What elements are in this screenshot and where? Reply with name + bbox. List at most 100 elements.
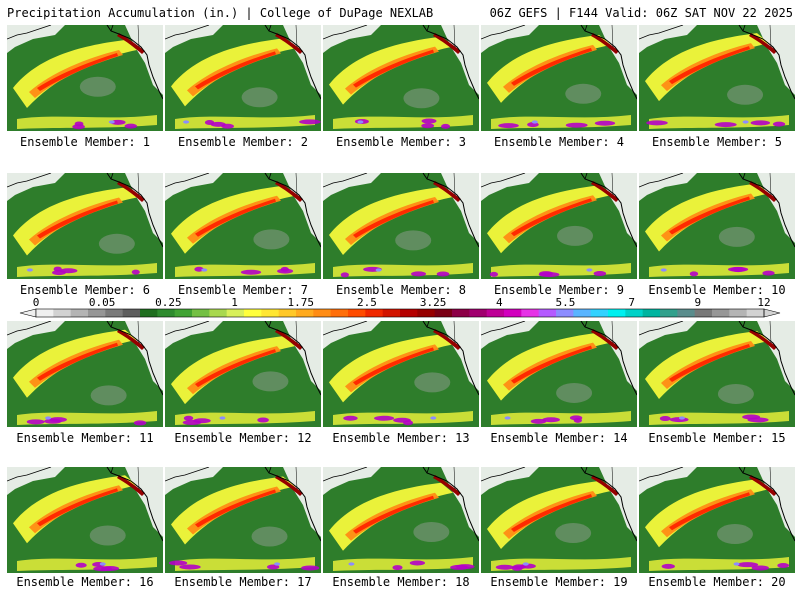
ensemble-member-map (7, 173, 163, 279)
ensemble-member-map (323, 321, 479, 427)
coastline-alaska (268, 25, 272, 32)
extreme-precip-cell (274, 562, 281, 566)
extreme-precip-cell (26, 268, 33, 272)
ensemble-member-map (323, 173, 479, 279)
coastline-alaska (584, 25, 588, 32)
extreme-precip-cell (455, 564, 475, 570)
extreme-precip-cell (678, 416, 685, 420)
coastal-heavy-precip (433, 181, 461, 202)
extreme-precip-cell (762, 270, 775, 276)
ensemble-member-label: Ensemble Member: 5 (651, 135, 783, 149)
coastal-heavy-precip (117, 33, 145, 54)
coastline-alaska (110, 25, 114, 32)
colorbar-swatch (88, 309, 106, 317)
intense-precip-core (353, 347, 434, 386)
ensemble-member-map (323, 467, 479, 573)
coastal-heavy-precip (591, 181, 619, 202)
intense-precip-core (669, 492, 750, 531)
extreme-precip-cell (45, 416, 52, 420)
precip-field-map (481, 467, 637, 573)
coastline-alaska (110, 321, 114, 328)
coastline-north-america (264, 321, 321, 396)
ensemble-member-label: Ensemble Member: 12 (174, 431, 312, 445)
precip-field-map (323, 321, 479, 427)
coastline-north-america (106, 25, 163, 100)
extreme-precip-cell (661, 563, 675, 569)
colorbar-swatch (608, 309, 626, 317)
extreme-precip-cell (219, 416, 226, 420)
coastline-north-america (738, 321, 795, 396)
border-line (453, 467, 456, 490)
dry-region-northwest (7, 25, 65, 53)
ensemble-member-map (7, 321, 163, 427)
coastline-north-america (422, 467, 479, 542)
border-line (137, 321, 140, 344)
extreme-precip-cell (267, 564, 280, 570)
extreme-precip-cell (101, 565, 120, 571)
dry-patch (253, 229, 290, 250)
colorbar-swatch (36, 309, 54, 317)
ensemble-member-label: Ensemble Member: 7 (177, 283, 309, 297)
extreme-precip-cell (689, 271, 699, 277)
figure-title: Precipitation Accumulation (in.) | Colle… (7, 6, 434, 20)
coastline-north-america (738, 25, 795, 100)
coastline-alaska (742, 467, 746, 474)
coastline-north-america (422, 173, 479, 248)
precip-field-map (323, 25, 479, 131)
colorbar-swatch (625, 309, 644, 317)
coastal-heavy-precip (433, 475, 461, 496)
extreme-precip-cell (392, 565, 403, 571)
precip-field-map (481, 321, 637, 427)
ensemble-member-label: Ensemble Member: 20 (648, 575, 786, 589)
precip-field-map (7, 321, 163, 427)
precip-field-map (639, 321, 795, 427)
extreme-precip-cell (733, 562, 740, 566)
precip-field-map (639, 467, 795, 573)
coastline-asia (639, 25, 684, 40)
tropical-precip-band (333, 557, 473, 571)
colorbar-swatch (573, 309, 592, 317)
colorbar-tick-label: 3.25 (419, 296, 447, 309)
coastline-north-america (264, 173, 321, 248)
intense-precip-core (353, 199, 434, 238)
ensemble-member-map (639, 467, 795, 573)
colorbar-swatch (712, 309, 730, 317)
dry-region-northwest (639, 173, 697, 201)
extreme-precip-cell (542, 417, 560, 423)
border-line (295, 25, 298, 48)
extreme-precip-cell (343, 415, 358, 421)
coastline-asia (165, 25, 210, 40)
border-line (611, 321, 614, 344)
colorbar-tick-label: 7 (628, 296, 635, 309)
coastline-asia (7, 25, 52, 40)
coastline-asia (7, 173, 52, 188)
coastline-asia (639, 173, 684, 188)
dry-patch (718, 226, 755, 247)
extreme-precip-cell (569, 415, 583, 421)
colorbar-swatch (590, 309, 609, 317)
border-line (137, 467, 140, 490)
colorbar-tick-label: 0 (32, 296, 40, 309)
dry-region-northwest (323, 173, 381, 201)
dry-patch (414, 372, 451, 393)
coastline-alaska (268, 467, 272, 474)
coastline-alaska (268, 173, 272, 180)
precip-field-map (165, 25, 321, 131)
intense-precip-core (511, 494, 592, 533)
precip-field-map (7, 173, 163, 279)
coastline-north-america (422, 25, 479, 100)
extreme-precip-cell (201, 268, 208, 272)
extreme-precip-cell (221, 123, 234, 129)
extreme-precip-cell (714, 122, 737, 128)
extreme-precip-cell (374, 415, 395, 421)
coastline-north-america (738, 467, 795, 542)
ensemble-member-map (481, 25, 637, 131)
extreme-precip-cell (522, 562, 529, 566)
intense-precip-core (37, 488, 118, 527)
coastal-heavy-precip (749, 181, 777, 202)
tropical-precip-band (17, 115, 157, 129)
intense-precip-core (37, 342, 118, 381)
ensemble-member-map (639, 321, 795, 427)
border-line (295, 467, 298, 490)
ensemble-member-label: Ensemble Member: 18 (332, 575, 470, 589)
